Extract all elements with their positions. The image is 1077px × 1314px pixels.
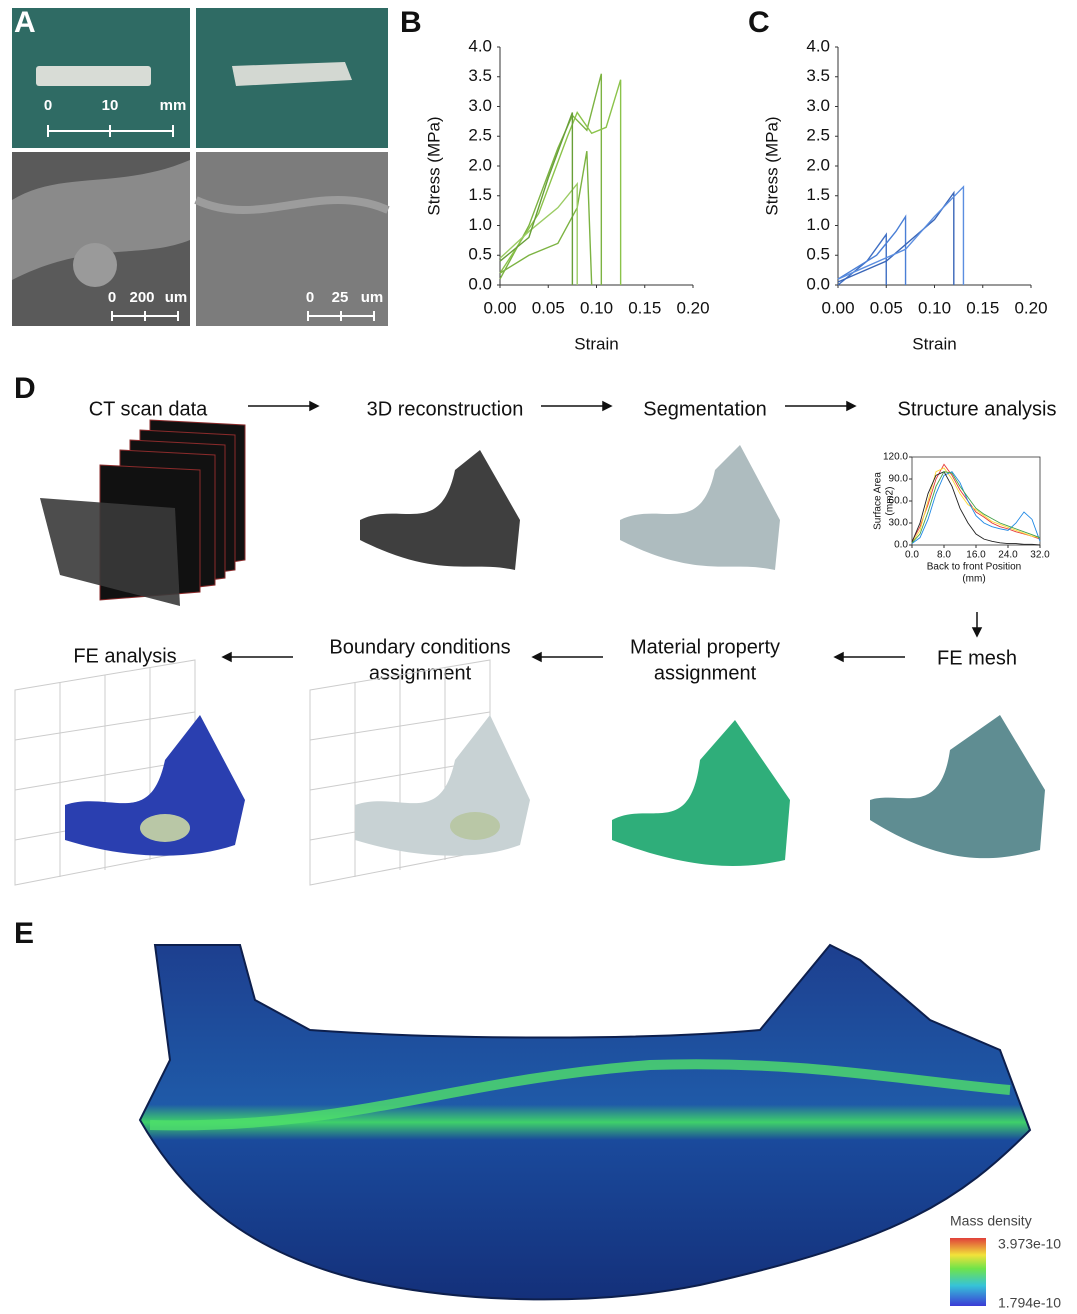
step-label: Material property [630, 636, 780, 658]
scale-label: 200 [129, 289, 154, 306]
step-label: Boundary conditions [329, 636, 510, 658]
x-tick-label: 24.0 [998, 550, 1018, 561]
y-tick-label: 1.0 [806, 215, 830, 234]
x-tick-label: 0.20 [1014, 298, 1047, 317]
scale-label: um [165, 289, 188, 306]
x-axis-label: Strain [574, 334, 618, 353]
figure: 0 10 mm 0 200 um 0 25 um A B C D E CT sc… [0, 0, 1077, 1314]
y-tick-label: 90.0 [889, 474, 909, 485]
y-axis-label: (mm2) [885, 487, 896, 516]
colorbar-title: Mass density [950, 1213, 1032, 1229]
panel-e-mesh [140, 945, 1030, 1299]
y-tick-label: 30.0 [889, 518, 909, 529]
step-label: 3D reconstruction [367, 398, 524, 420]
panel-a-images: 0 10 mm 0 200 um 0 25 um [12, 8, 388, 326]
scale-label: mm [160, 97, 187, 114]
panel-label: A [14, 6, 36, 39]
colorbar [950, 1238, 986, 1306]
x-tick-label: 0.00 [483, 298, 516, 317]
panel-label: E [14, 917, 34, 950]
y-tick-label: 1.0 [468, 215, 492, 234]
series-line [912, 468, 1040, 543]
colorbar-min: 1.794e-10 [998, 1295, 1061, 1311]
y-tick-label: 4.0 [468, 36, 492, 55]
y-axis-label: Stress (MPa) [762, 116, 781, 215]
x-tick-label: 0.15 [628, 298, 661, 317]
y-tick-label: 2.0 [806, 155, 830, 174]
colorbar-max: 3.973e-10 [998, 1236, 1061, 1252]
y-tick-label: 1.5 [468, 185, 492, 204]
y-tick-label: 3.0 [806, 96, 830, 115]
x-tick-label: 16.0 [966, 550, 986, 561]
step-label: assignment [654, 662, 757, 684]
scale-label: 10 [102, 97, 119, 114]
y-tick-label: 2.5 [806, 126, 830, 145]
x-axis-label: (mm) [962, 574, 985, 585]
step-label: Segmentation [643, 398, 766, 420]
y-axis-label: Surface Area [873, 472, 884, 530]
panel-label: C [748, 6, 770, 39]
y-tick-label: 2.0 [468, 155, 492, 174]
x-tick-label: 0.10 [918, 298, 951, 317]
y-axis-label: Stress (MPa) [424, 116, 443, 215]
x-tick-label: 32.0 [1030, 550, 1050, 561]
y-tick-label: 1.5 [806, 185, 830, 204]
y-tick-label: 3.5 [468, 66, 492, 85]
series-line [838, 187, 963, 285]
y-tick-label: 0.0 [806, 274, 830, 293]
scale-label: 0 [306, 289, 314, 306]
y-tick-label: 3.0 [468, 96, 492, 115]
scale-label: 0 [44, 97, 52, 114]
y-tick-label: 0.0 [468, 274, 492, 293]
x-tick-label: 0.00 [821, 298, 854, 317]
x-tick-label: 0.05 [532, 298, 565, 317]
series-line [838, 234, 886, 285]
x-tick-label: 0.0 [905, 550, 919, 561]
x-axis-label: Back to front Position [927, 562, 1022, 573]
scale-label: um [361, 289, 384, 306]
y-tick-label: 3.5 [806, 66, 830, 85]
series-line [500, 80, 621, 285]
y-tick-label: 0.5 [468, 245, 492, 264]
x-tick-label: 0.05 [870, 298, 903, 317]
y-tick-label: 0.5 [806, 245, 830, 264]
step-label: CT scan data [89, 398, 208, 420]
y-tick-label: 120.0 [883, 452, 908, 463]
step-label: Structure analysis [898, 398, 1057, 420]
x-tick-label: 0.15 [966, 298, 999, 317]
panel-label: B [400, 6, 422, 39]
step-label: FE mesh [937, 647, 1017, 669]
panel-label: D [14, 372, 36, 405]
x-tick-label: 0.20 [676, 298, 709, 317]
workflow-arrows [223, 402, 981, 661]
x-tick-label: 8.0 [937, 550, 951, 561]
y-tick-label: 4.0 [806, 36, 830, 55]
step-label: FE analysis [73, 645, 176, 667]
scale-label: 0 [108, 289, 116, 306]
scale-label: 25 [332, 289, 349, 306]
x-tick-label: 0.10 [580, 298, 613, 317]
x-axis-label: Strain [912, 334, 956, 353]
y-tick-label: 2.5 [468, 126, 492, 145]
